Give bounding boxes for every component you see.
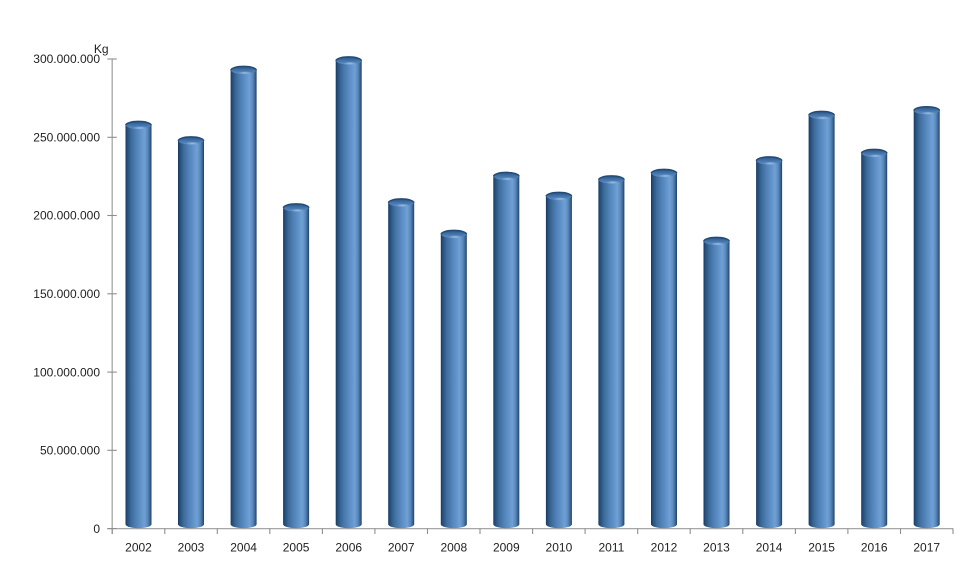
svg-text:2010: 2010 xyxy=(546,541,573,555)
svg-text:2008: 2008 xyxy=(440,541,467,555)
svg-text:2002: 2002 xyxy=(125,541,152,555)
svg-text:200.000.000: 200.000.000 xyxy=(33,209,100,223)
svg-text:250.000.000: 250.000.000 xyxy=(33,131,100,145)
svg-text:2013: 2013 xyxy=(703,541,730,555)
svg-text:50.000.000: 50.000.000 xyxy=(40,444,100,458)
svg-text:2012: 2012 xyxy=(651,541,678,555)
svg-text:2005: 2005 xyxy=(283,541,310,555)
svg-text:2014: 2014 xyxy=(756,541,783,555)
svg-text:300.000.000: 300.000.000 xyxy=(33,52,100,66)
svg-text:2011: 2011 xyxy=(598,541,624,555)
svg-text:100.000.000: 100.000.000 xyxy=(33,365,100,379)
svg-text:2003: 2003 xyxy=(178,541,205,555)
svg-text:150.000.000: 150.000.000 xyxy=(33,287,100,301)
svg-text:2006: 2006 xyxy=(335,541,362,555)
svg-text:2009: 2009 xyxy=(493,541,520,555)
svg-text:2007: 2007 xyxy=(388,541,415,555)
svg-text:2015: 2015 xyxy=(808,541,835,555)
svg-text:2004: 2004 xyxy=(230,541,257,555)
svg-text:2016: 2016 xyxy=(861,541,888,555)
svg-text:Kg: Kg xyxy=(94,42,109,56)
svg-text:2017: 2017 xyxy=(913,541,940,555)
svg-text:0: 0 xyxy=(93,522,100,536)
